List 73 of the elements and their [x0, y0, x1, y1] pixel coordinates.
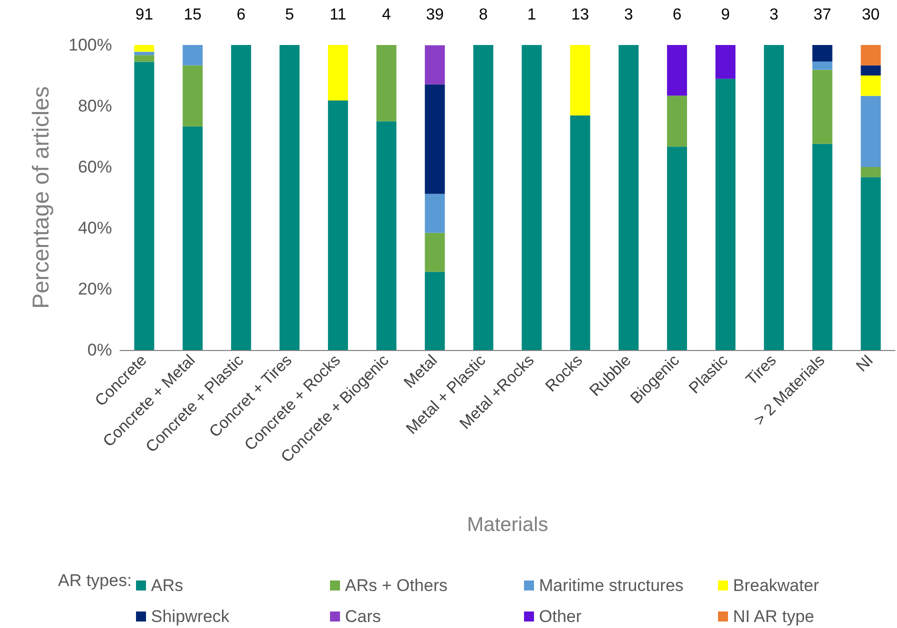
legend-title: AR types:: [58, 571, 132, 590]
bar: [570, 45, 590, 116]
bar: [860, 96, 881, 167]
bar: [424, 232, 445, 272]
bar: [424, 84, 445, 194]
annotation: 3: [624, 6, 634, 24]
y-axis-title: Percentage of articles: [28, 86, 54, 309]
bar: [812, 45, 832, 62]
x-tick-label: NI: [853, 352, 877, 376]
legend-label: Shipwreck: [151, 607, 230, 626]
annotation: 3: [769, 6, 778, 24]
bar: [328, 100, 348, 350]
x-axis-title: Materials: [466, 514, 548, 536]
y-tick-label: 80%: [78, 96, 112, 116]
bar: [715, 45, 736, 79]
annotation: 9: [721, 6, 730, 24]
bar: [182, 45, 203, 66]
bar: [134, 45, 154, 52]
bar: [424, 45, 445, 84]
legend-label: ARs + Others: [345, 576, 448, 595]
bar: [812, 61, 832, 70]
bar: [860, 65, 881, 76]
legend-label: Maritime structures: [539, 576, 684, 595]
bar: [134, 52, 154, 56]
bar: [667, 45, 688, 96]
bar: [570, 115, 590, 350]
annotation: 39: [426, 6, 444, 24]
bar: [667, 146, 688, 350]
bar: [618, 45, 639, 350]
annotation: 91: [135, 6, 154, 24]
annotation: 15: [184, 6, 202, 24]
y-tick-label: 60%: [78, 158, 112, 176]
annotation: 6: [236, 6, 246, 24]
annotation: 13: [571, 6, 590, 24]
bar: [424, 272, 445, 350]
legend-label: ARs: [151, 576, 184, 595]
bar: [376, 45, 396, 122]
bar: [376, 121, 396, 350]
bar: [860, 167, 881, 178]
legend-label: Breakwater: [733, 576, 820, 595]
legend-label: NI AR type: [733, 607, 814, 626]
bar: [280, 45, 300, 350]
annotation: 1: [527, 6, 536, 24]
y-tick-label: 20%: [78, 280, 112, 298]
annotation: 30: [862, 6, 880, 24]
bar: [328, 45, 348, 101]
bar: [764, 45, 784, 350]
bar: [715, 78, 736, 350]
bar: [860, 45, 881, 66]
y-tick-label: 40%: [78, 218, 112, 238]
annotation: 5: [285, 6, 294, 24]
bar: [522, 45, 542, 350]
bar: [134, 55, 154, 62]
bar: [182, 65, 203, 126]
annotation: 4: [382, 6, 391, 24]
legend-label: Cars: [345, 607, 381, 626]
bar: [667, 96, 688, 147]
bar: [231, 45, 252, 350]
annotation: 11: [330, 6, 346, 24]
annotation: 37: [813, 6, 832, 24]
bar: [473, 45, 494, 350]
bar: [182, 126, 203, 350]
bar: [424, 194, 445, 233]
bar: [134, 62, 154, 350]
bar: [812, 70, 832, 144]
annotation: 8: [478, 6, 488, 24]
annotation: 6: [672, 6, 682, 24]
y-tick-label: 0%: [87, 340, 112, 360]
y-tick-label: 100%: [68, 36, 112, 54]
bar: [812, 144, 832, 350]
bar: [860, 76, 881, 96]
legend-label: Other: [539, 607, 582, 626]
bar: [860, 177, 881, 350]
